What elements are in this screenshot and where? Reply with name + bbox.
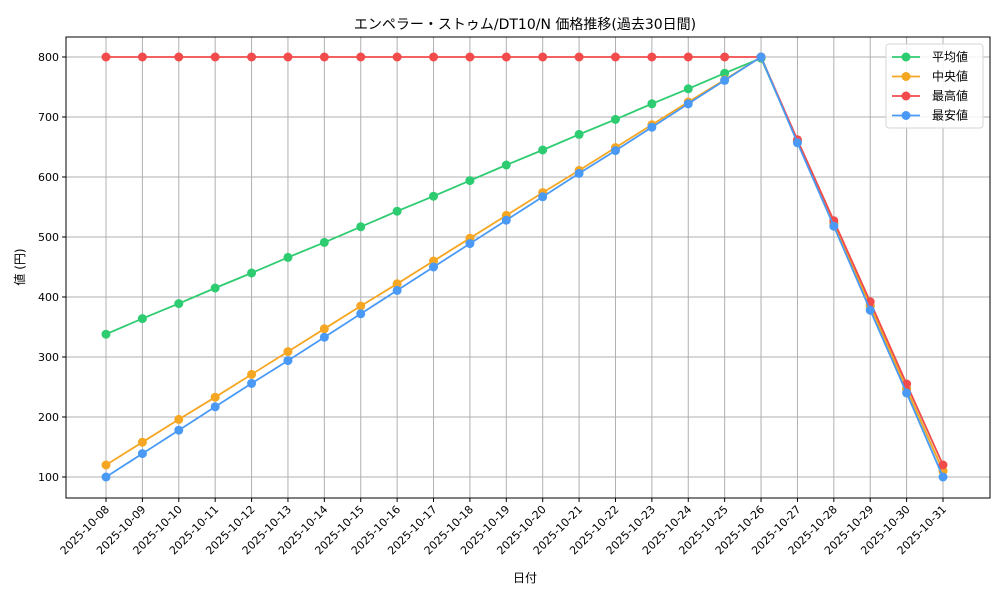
series-line — [101, 52, 948, 482]
data-point — [720, 75, 730, 85]
data-point — [574, 129, 584, 139]
data-point — [829, 221, 839, 231]
data-point — [101, 472, 111, 482]
data-point — [283, 347, 293, 357]
y-tick-label: 200 — [38, 411, 59, 424]
x-axis-label: 日付 — [513, 571, 537, 585]
data-point — [538, 52, 548, 62]
data-point — [247, 52, 257, 62]
data-point — [210, 402, 220, 412]
y-axis-ticks: 100 200 300 400 500 600 700 800 — [38, 51, 66, 484]
data-point — [101, 460, 111, 470]
data-point — [283, 252, 293, 262]
y-axis-label: 値 (円) — [12, 248, 27, 285]
data-point — [501, 215, 511, 225]
data-point — [610, 114, 620, 124]
data-series — [101, 52, 948, 482]
data-point — [319, 237, 329, 247]
data-point — [865, 305, 875, 315]
data-point — [429, 262, 439, 272]
data-point — [610, 146, 620, 156]
legend-entry: 最高値 — [932, 88, 968, 103]
data-point — [574, 52, 584, 62]
data-point — [938, 472, 948, 482]
y-tick-label: 500 — [38, 231, 59, 244]
data-point — [101, 329, 111, 339]
data-point — [247, 268, 257, 278]
legend-entry: 平均値 — [932, 49, 968, 64]
legend-marker-icon — [901, 91, 911, 101]
series-line — [101, 52, 948, 470]
x-axis-ticks: 2025-10-082025-10-092025-10-102025-10-11… — [58, 498, 949, 557]
data-point — [356, 222, 366, 232]
y-tick-label: 400 — [38, 291, 59, 304]
data-point — [429, 52, 439, 62]
plot-area-frame — [65, 36, 991, 499]
data-point — [683, 52, 693, 62]
data-point — [465, 176, 475, 186]
data-point — [792, 138, 802, 148]
data-point — [392, 52, 402, 62]
data-point — [137, 52, 147, 62]
data-point — [137, 437, 147, 447]
data-point — [720, 52, 730, 62]
data-point — [174, 414, 184, 424]
data-point — [356, 52, 366, 62]
legend-entry: 最安値 — [932, 108, 968, 123]
data-point — [756, 52, 766, 62]
data-point — [174, 52, 184, 62]
legend-marker-icon — [901, 52, 911, 62]
data-point — [174, 425, 184, 435]
data-point — [283, 52, 293, 62]
legend-entry: 中央値 — [932, 69, 968, 84]
data-point — [137, 449, 147, 459]
data-point — [610, 52, 620, 62]
legend-marker-icon — [901, 111, 911, 120]
data-point — [210, 392, 220, 402]
series-line — [101, 52, 948, 476]
data-point — [938, 460, 948, 470]
data-point — [247, 369, 257, 379]
data-point — [647, 122, 657, 132]
data-point — [683, 99, 693, 109]
data-point — [210, 52, 220, 62]
data-point — [137, 314, 147, 324]
y-tick-label: 300 — [38, 351, 59, 364]
data-point — [319, 332, 329, 342]
data-point — [210, 283, 220, 293]
data-point — [501, 160, 511, 170]
y-tick-label: 100 — [38, 471, 59, 484]
data-point — [720, 68, 730, 78]
y-tick-label: 600 — [38, 171, 59, 184]
data-point — [247, 378, 257, 388]
data-point — [356, 301, 366, 311]
data-point — [902, 388, 912, 398]
data-point — [356, 309, 366, 319]
data-point — [501, 52, 511, 62]
data-point — [647, 99, 657, 109]
y-tick-label: 800 — [38, 51, 59, 64]
data-point — [465, 52, 475, 62]
data-point — [429, 191, 439, 201]
data-point — [392, 285, 402, 295]
data-point — [647, 52, 657, 62]
data-point — [392, 279, 402, 289]
data-point — [319, 324, 329, 334]
data-point — [465, 239, 475, 249]
data-point — [174, 299, 184, 309]
legend-marker-icon — [901, 72, 911, 81]
data-point — [392, 206, 402, 216]
data-point — [101, 52, 111, 62]
data-point — [538, 192, 548, 202]
grid-lines — [66, 37, 990, 498]
data-point — [538, 145, 548, 155]
data-point — [283, 356, 293, 366]
y-tick-label: 700 — [38, 111, 59, 124]
data-point — [574, 168, 584, 178]
chart-title: エンペラー・ストゥム/DT10/N 価格推移(過去30日間) — [354, 17, 696, 33]
data-point — [683, 84, 693, 94]
data-point — [319, 52, 329, 62]
